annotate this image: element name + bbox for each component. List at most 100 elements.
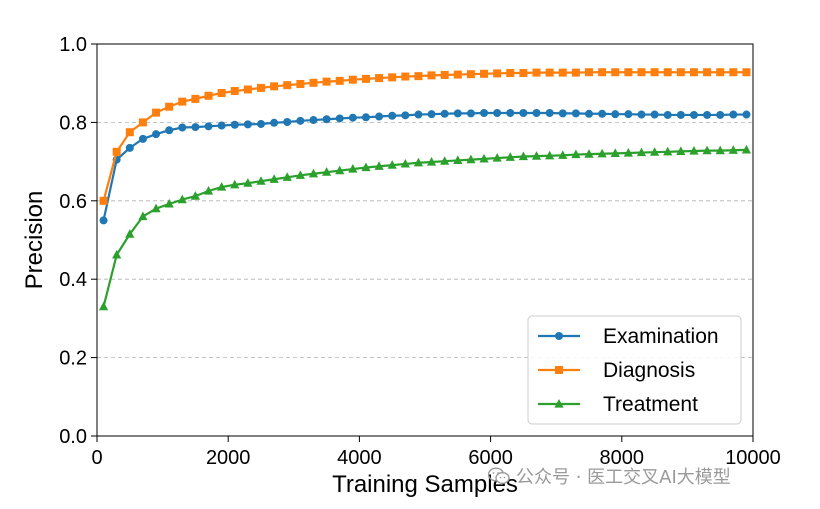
x-tick-label: 4000 — [337, 447, 382, 469]
data-point-treatment — [308, 168, 319, 178]
data-point-treatment — [558, 150, 568, 159]
data-point-treatment — [203, 186, 214, 195]
data-point-examination — [453, 109, 462, 118]
y-tick-label: 1.0 — [59, 34, 87, 56]
data-point-treatment — [676, 146, 686, 156]
data-point-treatment — [623, 147, 633, 157]
data-point-examination — [611, 110, 620, 119]
data-point-examination — [532, 108, 541, 117]
data-point-treatment — [689, 146, 699, 155]
data-point-diagnosis — [322, 77, 331, 86]
data-point-diagnosis — [283, 81, 292, 90]
data-point-examination — [427, 110, 436, 119]
data-point-examination — [165, 126, 174, 135]
data-point-diagnosis — [125, 128, 134, 137]
data-point-treatment — [98, 301, 109, 311]
data-point-diagnosis — [388, 73, 397, 82]
legend-item-treatment: Treatment — [538, 393, 698, 416]
data-point-treatment — [190, 191, 200, 200]
data-point-examination — [257, 119, 265, 128]
data-point-treatment — [217, 182, 227, 191]
data-point-treatment — [112, 249, 122, 259]
data-point-treatment — [138, 211, 148, 221]
series-treatment — [98, 144, 752, 311]
y-tick-label: 0.0 — [59, 426, 87, 448]
data-point-treatment — [518, 151, 528, 161]
data-point-examination — [178, 123, 187, 132]
data-point-treatment — [387, 160, 397, 169]
data-point-examination — [493, 108, 502, 117]
data-point-treatment — [151, 203, 161, 213]
data-point-examination — [466, 109, 475, 118]
data-point-treatment — [505, 152, 515, 161]
plot-frame — [96, 43, 754, 437]
x-tick-label: 6000 — [468, 447, 513, 469]
data-point-treatment — [479, 153, 489, 163]
data-point-diagnosis — [729, 68, 738, 77]
y-tick-label: 0.6 — [59, 191, 87, 213]
data-point-diagnosis — [427, 71, 436, 80]
data-point-treatment — [466, 154, 476, 164]
x-tick-label: 8000 — [600, 447, 645, 469]
data-point-examination — [480, 108, 489, 117]
wechat-icon — [488, 467, 510, 485]
legend: Examination Diagnosis Treatment — [527, 315, 742, 425]
data-point-examination — [335, 114, 344, 123]
data-point-treatment — [650, 147, 660, 156]
data-point-examination — [676, 110, 685, 119]
data-point-examination — [689, 110, 698, 119]
data-point-treatment — [584, 149, 594, 158]
data-point-diagnosis — [519, 69, 528, 78]
data-point-treatment — [663, 146, 673, 156]
data-point-examination — [519, 108, 528, 117]
x-axis: 0 2000 4000 6000 8000 10000 — [91, 436, 781, 469]
data-point-examination — [729, 110, 738, 119]
data-point-examination — [348, 113, 357, 122]
data-point-diagnosis — [375, 74, 384, 83]
data-point-diagnosis — [676, 68, 685, 77]
data-point-treatment — [531, 151, 542, 160]
legend-item-diagnosis: Diagnosis — [538, 359, 695, 382]
y-tick-label: 0.4 — [59, 269, 87, 291]
data-point-examination — [99, 216, 108, 225]
data-point-treatment — [322, 167, 332, 176]
data-point-diagnosis — [270, 82, 279, 91]
watermark-text: 公众号 · 医工交叉AI大模型 — [516, 467, 731, 488]
data-point-examination — [283, 118, 292, 127]
data-point-treatment — [571, 149, 581, 159]
data-point-examination — [361, 113, 370, 122]
data-point-treatment — [492, 153, 502, 162]
series-line-diagnosis — [102, 71, 747, 202]
data-point-examination — [191, 123, 200, 132]
data-point-diagnosis — [217, 89, 226, 97]
data-point-examination — [270, 118, 279, 127]
data-point-diagnosis — [191, 94, 200, 103]
data-point-examination — [663, 110, 672, 119]
data-point-diagnosis — [716, 68, 725, 77]
data-point-treatment — [440, 156, 450, 165]
legend-item-examination: Examination — [538, 325, 719, 348]
series-examination — [99, 108, 751, 225]
data-point-treatment — [545, 150, 555, 160]
data-point-diagnosis — [165, 102, 174, 111]
legend-label: Diagnosis — [603, 359, 695, 382]
data-point-examination — [375, 112, 384, 121]
data-point-examination — [322, 115, 331, 124]
data-point-examination — [624, 110, 633, 119]
data-point-diagnosis — [598, 68, 607, 77]
data-point-diagnosis — [585, 68, 593, 77]
data-point-diagnosis — [348, 75, 357, 84]
data-point-examination — [703, 110, 712, 119]
data-point-examination — [388, 111, 397, 120]
legend-label: Examination — [603, 325, 719, 348]
series-line-treatment — [102, 148, 747, 307]
data-point-diagnosis — [440, 70, 449, 79]
data-point-examination — [742, 110, 751, 119]
data-point-examination — [650, 110, 659, 119]
legend-marker — [555, 332, 563, 340]
data-point-examination — [598, 109, 607, 118]
data-point-treatment — [702, 145, 712, 155]
watermark: 公众号 · 医工交叉AI大模型 — [488, 463, 731, 489]
data-point-diagnosis — [99, 196, 108, 205]
